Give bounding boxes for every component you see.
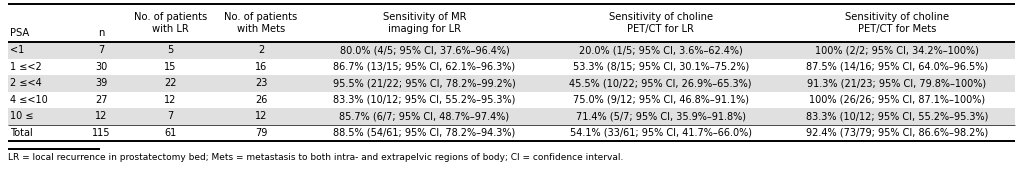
Text: 7: 7 (98, 45, 104, 55)
Text: 30: 30 (95, 62, 107, 72)
Text: 20.0% (1/5; 95% CI, 3.6%–62.4%): 20.0% (1/5; 95% CI, 3.6%–62.4%) (579, 45, 743, 55)
Text: 39: 39 (95, 78, 107, 88)
Text: 4 ≤<10: 4 ≤<10 (10, 95, 48, 105)
Bar (8, 42, 1015, 58)
Text: 12: 12 (255, 111, 267, 121)
Bar (8, 108, 1015, 125)
Text: 92.4% (73/79; 95% CI, 86.6%–98.2%): 92.4% (73/79; 95% CI, 86.6%–98.2%) (806, 128, 988, 138)
Text: 12: 12 (95, 111, 107, 121)
Text: 5: 5 (167, 45, 173, 55)
Bar (8, 75, 1015, 92)
Text: 27: 27 (95, 95, 107, 105)
Text: 79: 79 (255, 128, 267, 138)
Text: 15: 15 (164, 62, 176, 72)
Text: 12: 12 (164, 95, 176, 105)
Text: 2: 2 (258, 45, 264, 55)
Text: PSA: PSA (10, 28, 30, 38)
Text: n: n (98, 28, 104, 38)
Text: 16: 16 (255, 62, 267, 72)
Text: 23: 23 (255, 78, 267, 88)
Text: 88.5% (54/61; 95% CI, 78.2%–94.3%): 88.5% (54/61; 95% CI, 78.2%–94.3%) (333, 128, 516, 138)
Text: 10 ≤: 10 ≤ (10, 111, 34, 121)
Text: No. of patients
with LR: No. of patients with LR (134, 12, 207, 34)
Text: 71.4% (5/7; 95% CI, 35.9%–91.8%): 71.4% (5/7; 95% CI, 35.9%–91.8%) (576, 111, 746, 121)
Text: 22: 22 (164, 78, 177, 88)
Text: 115: 115 (92, 128, 110, 138)
Text: Total: Total (10, 128, 33, 138)
Text: <1: <1 (10, 45, 25, 55)
Text: 1 ≤<2: 1 ≤<2 (10, 62, 42, 72)
Text: 80.0% (4/5; 95% CI, 37.6%–96.4%): 80.0% (4/5; 95% CI, 37.6%–96.4%) (340, 45, 509, 55)
Text: 2 ≤<4: 2 ≤<4 (10, 78, 42, 88)
Text: 95.5% (21/22; 95% CI, 78.2%–99.2%): 95.5% (21/22; 95% CI, 78.2%–99.2%) (333, 78, 516, 88)
Text: 54.1% (33/61; 95% CI, 41.7%–66.0%): 54.1% (33/61; 95% CI, 41.7%–66.0%) (570, 128, 752, 138)
Text: 7: 7 (167, 111, 173, 121)
Text: 61: 61 (164, 128, 176, 138)
Text: 91.3% (21/23; 95% CI, 79.8%–100%): 91.3% (21/23; 95% CI, 79.8%–100%) (807, 78, 986, 88)
Text: 26: 26 (255, 95, 267, 105)
Text: 53.3% (8/15; 95% CI, 30.1%–75.2%): 53.3% (8/15; 95% CI, 30.1%–75.2%) (573, 62, 749, 72)
Text: 83.3% (10/12; 95% CI, 55.2%–95.3%): 83.3% (10/12; 95% CI, 55.2%–95.3%) (806, 111, 988, 121)
Text: 100% (2/2; 95% CI, 34.2%–100%): 100% (2/2; 95% CI, 34.2%–100%) (815, 45, 979, 55)
Text: 75.0% (9/12; 95% CI, 46.8%–91.1%): 75.0% (9/12; 95% CI, 46.8%–91.1%) (573, 95, 749, 105)
Text: 87.5% (14/16; 95% CI, 64.0%–96.5%): 87.5% (14/16; 95% CI, 64.0%–96.5%) (806, 62, 988, 72)
Text: Sensitivity of choline
PET/CT for Mets: Sensitivity of choline PET/CT for Mets (845, 12, 949, 34)
Text: LR = local recurrence in prostatectomy bed; Mets = metastasis to both intra- and: LR = local recurrence in prostatectomy b… (8, 153, 623, 162)
Text: 86.7% (13/15; 95% CI, 62.1%–96.3%): 86.7% (13/15; 95% CI, 62.1%–96.3%) (333, 62, 516, 72)
Text: 100% (26/26; 95% CI, 87.1%–100%): 100% (26/26; 95% CI, 87.1%–100%) (809, 95, 985, 105)
Text: 83.3% (10/12; 95% CI, 55.2%–95.3%): 83.3% (10/12; 95% CI, 55.2%–95.3%) (333, 95, 516, 105)
Text: No. of patients
with Mets: No. of patients with Mets (224, 12, 298, 34)
Text: Sensitivity of MR
imaging for LR: Sensitivity of MR imaging for LR (383, 12, 466, 34)
Text: Sensitivity of choline
PET/CT for LR: Sensitivity of choline PET/CT for LR (609, 12, 713, 34)
Text: 85.7% (6/7; 95% CI, 48.7%–97.4%): 85.7% (6/7; 95% CI, 48.7%–97.4%) (340, 111, 509, 121)
Text: 45.5% (10/22; 95% CI, 26.9%–65.3%): 45.5% (10/22; 95% CI, 26.9%–65.3%) (570, 78, 752, 88)
